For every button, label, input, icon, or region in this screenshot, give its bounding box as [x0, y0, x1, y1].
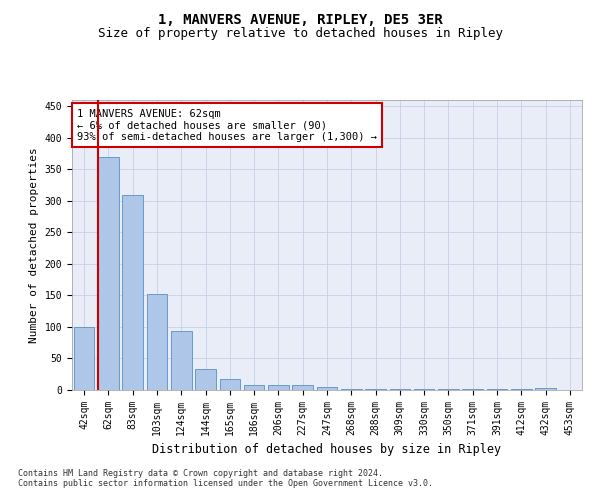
Bar	[122, 194, 143, 390]
Bar	[292, 385, 313, 390]
Bar	[317, 387, 337, 390]
Bar	[268, 385, 289, 390]
Text: Size of property relative to detached houses in Ripley: Size of property relative to detached ho…	[97, 28, 503, 40]
Bar	[220, 380, 240, 390]
Text: Contains public sector information licensed under the Open Government Licence v3: Contains public sector information licen…	[18, 479, 433, 488]
Bar	[195, 369, 216, 390]
Bar	[146, 294, 167, 390]
Bar	[171, 332, 191, 390]
X-axis label: Distribution of detached houses by size in Ripley: Distribution of detached houses by size …	[152, 444, 502, 456]
Text: Contains HM Land Registry data © Crown copyright and database right 2024.: Contains HM Land Registry data © Crown c…	[18, 469, 383, 478]
Bar	[244, 385, 265, 390]
Text: 1 MANVERS AVENUE: 62sqm
← 6% of detached houses are smaller (90)
93% of semi-det: 1 MANVERS AVENUE: 62sqm ← 6% of detached…	[77, 108, 377, 142]
Bar	[74, 327, 94, 390]
Bar	[535, 388, 556, 390]
Bar	[98, 156, 119, 390]
Text: 1, MANVERS AVENUE, RIPLEY, DE5 3ER: 1, MANVERS AVENUE, RIPLEY, DE5 3ER	[158, 12, 442, 26]
Y-axis label: Number of detached properties: Number of detached properties	[29, 147, 39, 343]
